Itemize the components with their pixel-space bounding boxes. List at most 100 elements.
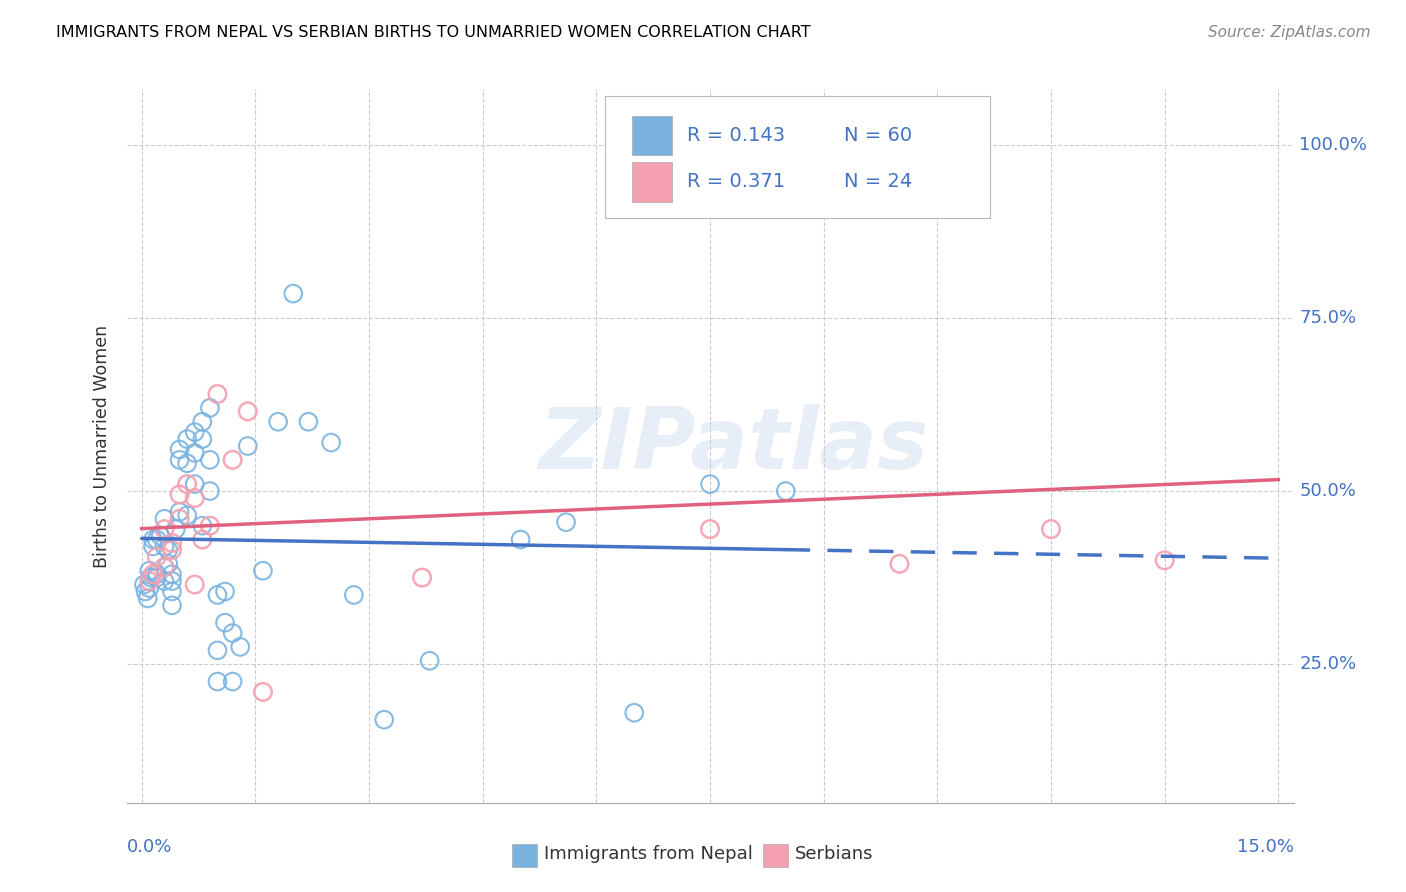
Point [419,654,441,668]
Point [198,453,221,467]
Point [236,404,259,418]
Point [160,543,183,558]
Point [889,557,911,571]
Point [214,584,236,599]
Point [207,387,229,401]
Point [198,483,221,498]
Point [1040,522,1063,536]
Point [343,588,366,602]
Point [699,522,721,536]
Text: 0.0%: 0.0% [127,838,172,856]
Point [142,567,165,582]
Point [214,615,236,630]
Point [184,491,207,505]
Point [221,626,243,640]
Text: N = 60: N = 60 [844,126,912,145]
Text: Source: ZipAtlas.com: Source: ZipAtlas.com [1208,25,1371,40]
Point [207,588,229,602]
Point [138,564,160,578]
Point [176,477,198,491]
Point [160,536,183,550]
Point [153,560,176,574]
FancyBboxPatch shape [512,844,537,867]
Point [411,571,433,585]
Point [142,540,165,554]
FancyBboxPatch shape [605,96,990,218]
Point [267,415,290,429]
Point [775,196,797,211]
Text: 25.0%: 25.0% [1299,656,1357,673]
Point [191,533,214,547]
Point [775,483,797,498]
Point [509,533,531,547]
Text: N = 24: N = 24 [844,172,912,192]
Text: ZIPatlas: ZIPatlas [538,404,928,488]
Point [157,557,180,571]
Text: R = 0.143: R = 0.143 [686,126,785,145]
Point [321,435,343,450]
Point [1153,553,1175,567]
Point [198,401,221,415]
Point [153,560,176,574]
Point [160,567,183,582]
Point [252,564,274,578]
Point [138,581,160,595]
Point [157,543,180,558]
Point [184,577,207,591]
Point [176,432,198,446]
Point [153,522,176,536]
Point [134,584,156,599]
FancyBboxPatch shape [762,844,789,867]
Y-axis label: Births to Unmarried Women: Births to Unmarried Women [93,325,111,567]
Point [221,453,243,467]
Point [169,505,191,519]
Point [207,674,229,689]
Point [229,640,252,654]
Point [146,549,169,564]
Point [555,515,578,529]
Text: R = 0.371: R = 0.371 [686,172,785,192]
Point [142,533,165,547]
Text: 75.0%: 75.0% [1299,309,1357,326]
Point [139,571,162,585]
Point [146,567,169,582]
Point [169,512,191,526]
Point [184,477,207,491]
Point [699,477,721,491]
Point [132,577,155,591]
Point [153,512,176,526]
Point [221,674,243,689]
Text: 100.0%: 100.0% [1299,136,1368,153]
Point [153,574,176,588]
Text: 50.0%: 50.0% [1299,482,1357,500]
Text: Immigrants from Nepal: Immigrants from Nepal [544,846,754,863]
Point [146,571,169,585]
Point [191,415,214,429]
Point [191,432,214,446]
Point [153,540,176,554]
Text: Serbians: Serbians [796,846,873,863]
Point [198,518,221,533]
Point [176,456,198,470]
Point [138,574,160,588]
Point [149,529,172,543]
Point [169,453,191,467]
Point [236,439,259,453]
Point [623,706,645,720]
FancyBboxPatch shape [631,116,672,155]
Text: IMMIGRANTS FROM NEPAL VS SERBIAN BIRTHS TO UNMARRIED WOMEN CORRELATION CHART: IMMIGRANTS FROM NEPAL VS SERBIAN BIRTHS … [56,25,811,40]
Point [207,643,229,657]
Point [283,286,305,301]
Point [184,425,207,439]
Point [146,533,169,547]
Text: 15.0%: 15.0% [1236,838,1294,856]
Point [165,522,187,536]
Point [297,415,319,429]
Point [136,591,159,606]
Point [160,584,183,599]
Point [252,685,274,699]
Point [176,508,198,523]
Point [169,442,191,457]
FancyBboxPatch shape [631,162,672,202]
Point [191,518,214,533]
